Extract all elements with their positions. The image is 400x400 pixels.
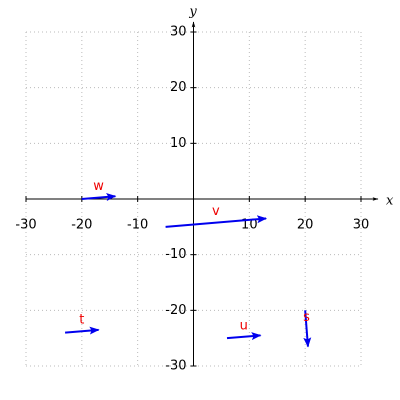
vector-arrow: [65, 326, 100, 335]
vector-label: s: [303, 310, 310, 325]
x-tick-label: 20: [297, 218, 314, 233]
x-axis-label: x: [386, 194, 394, 209]
y-tick-label: -10: [165, 247, 186, 262]
x-tick-label: -30: [15, 218, 36, 233]
y-tick-label: 10: [170, 136, 187, 151]
vector-label: v: [212, 204, 220, 219]
vector-arrow: [81, 192, 117, 201]
y-tick-label: -30: [165, 359, 186, 374]
vector-arrow: [303, 310, 312, 348]
vector-arrow: [226, 332, 262, 341]
x-tick-label: -10: [127, 218, 148, 233]
x-tick-label: -20: [71, 218, 92, 233]
x-tick-label: 30: [353, 218, 370, 233]
vector-label: u: [240, 318, 248, 333]
y-tick-label: 30: [170, 25, 187, 40]
x-tick-label: 10: [241, 218, 258, 233]
vector-label: t: [79, 313, 84, 328]
vector-arrow: [165, 215, 268, 228]
y-tick-label: -20: [165, 303, 186, 318]
y-axis-label: y: [188, 5, 197, 20]
y-tick-label: 20: [170, 80, 187, 95]
vector-label: w: [93, 179, 104, 194]
